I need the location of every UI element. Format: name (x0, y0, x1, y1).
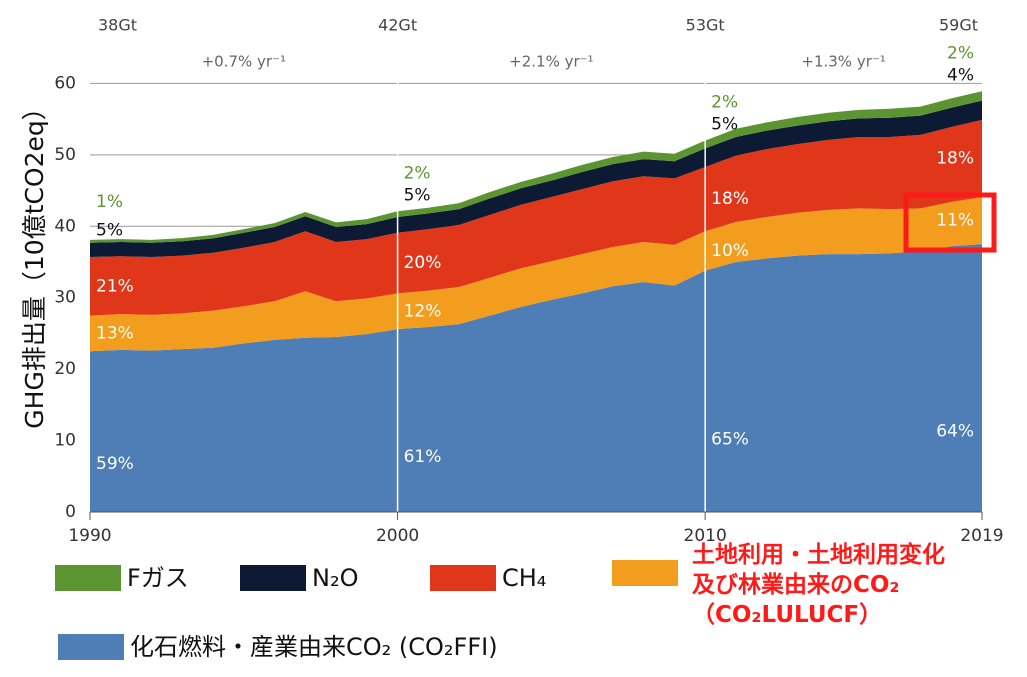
legend-item: 化石燃料・産業由来CO₂ (CO₂FFI) (58, 632, 498, 662)
y-tick-label: 30 (54, 288, 76, 308)
share-label: 5% (711, 115, 738, 135)
share-label: 11% (936, 211, 974, 231)
area (90, 91, 982, 243)
area (90, 197, 982, 352)
legend-label: CH₄ (502, 564, 547, 592)
y-tick-label: 40 (54, 216, 76, 236)
legend-label: 化石燃料・産業由来CO₂ (CO₂FFI) (130, 633, 498, 661)
share-label: 2% (711, 93, 738, 113)
share-label: 13% (96, 323, 134, 343)
share-label: 65% (711, 430, 749, 450)
legend-label: Fガス (127, 564, 189, 592)
share-label: 61% (404, 447, 442, 467)
y-axis-label: GHG排出量（10億tCO2eq） (20, 95, 49, 428)
x-tick-label: 2010 (684, 526, 727, 546)
share-label: 20% (404, 253, 442, 273)
total-label: 42Gt (378, 16, 417, 35)
share-label: 10% (711, 241, 749, 261)
legend-item: Fガス (55, 563, 189, 593)
area (90, 100, 982, 257)
y-tick-label: 0 (65, 502, 76, 522)
share-label: 2% (404, 163, 431, 183)
legend-swatch (430, 565, 496, 591)
share-label: 5% (96, 221, 123, 241)
legend-swatch (612, 560, 678, 586)
y-tick-label: 20 (54, 359, 76, 379)
share-label: 18% (936, 148, 974, 168)
legend-label: N₂O (312, 564, 359, 592)
area (90, 119, 982, 316)
y-tick-label: 60 (54, 73, 76, 93)
share-label: 12% (404, 301, 442, 321)
share-label: 2% (947, 43, 974, 63)
total-label: 59Gt (939, 16, 978, 35)
share-label: 21% (96, 276, 134, 296)
x-tick-label: 2000 (376, 526, 419, 546)
x-tick-label: 1990 (68, 526, 111, 546)
growth-rate: +2.1% yr⁻¹ (509, 53, 593, 71)
y-tick-label: 50 (54, 145, 76, 165)
highlight-box (903, 192, 997, 253)
share-label: 5% (404, 185, 431, 205)
x-tick-label: 2019 (960, 526, 1003, 546)
share-label: 18% (711, 189, 749, 209)
share-label: 59% (96, 454, 134, 474)
legend-item: N₂O (240, 563, 358, 593)
legend-swatch (240, 565, 306, 591)
legend-swatch (58, 634, 124, 660)
total-label: 38Gt (98, 16, 137, 35)
legend-swatch (55, 565, 121, 591)
growth-rate: +1.3% yr⁻¹ (801, 53, 885, 71)
y-tick-label: 10 (54, 431, 76, 451)
share-label: 64% (936, 422, 974, 442)
legend-item: 土地利用・土地利用変化 及び林業由来のCO₂ （CO₂LULUCF） (612, 540, 945, 630)
share-label: 4% (947, 65, 974, 85)
share-label: 1% (96, 192, 123, 212)
legend-item: CH₄ (430, 563, 546, 593)
legend-label: 土地利用・土地利用変化 及び林業由来のCO₂ （CO₂LULUCF） (692, 542, 945, 628)
growth-rate: +0.7% yr⁻¹ (202, 53, 286, 71)
area (90, 244, 982, 512)
total-label: 53Gt (686, 16, 725, 35)
